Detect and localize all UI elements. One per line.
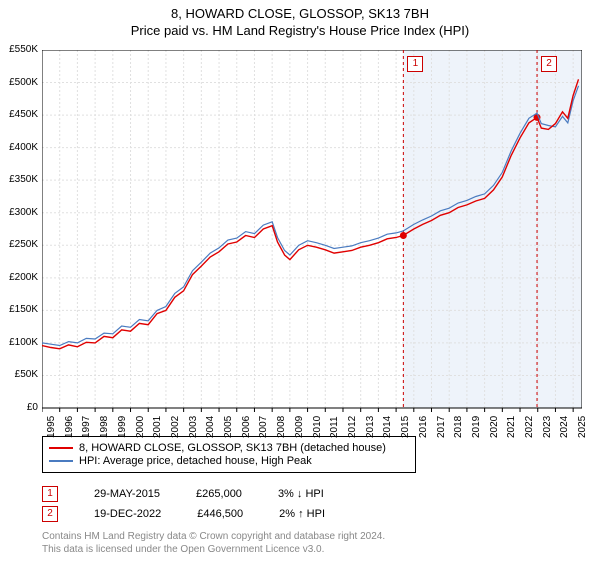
x-axis-label: 2000 [135,416,146,438]
chart-area [42,50,582,408]
x-axis-label: 1995 [46,416,57,438]
x-axis-label: 2022 [524,416,535,438]
y-axis-label: £50K [0,369,38,380]
x-axis-label: 2017 [436,416,447,438]
event-marker-2: 2 [42,506,58,522]
x-axis-label: 2025 [577,416,588,438]
x-axis-label: 2014 [382,416,393,438]
x-axis-label: 2016 [418,416,429,438]
chart-svg [42,50,582,432]
footer-line: This data is licensed under the Open Gov… [42,543,385,556]
sales-table: 1 29-MAY-2015 £265,000 3% ↓ HPI 2 19-DEC… [42,482,325,526]
x-axis-label: 2011 [329,416,340,438]
legend: 8, HOWARD CLOSE, GLOSSOP, SK13 7BH (deta… [42,436,416,473]
chart-container: 8, HOWARD CLOSE, GLOSSOP, SK13 7BH Price… [0,6,600,566]
y-axis-label: £300K [0,207,38,218]
y-axis-label: £150K [0,304,38,315]
y-axis-label: £400K [0,142,38,153]
x-axis-label: 1999 [117,416,128,438]
x-axis-label: 2008 [276,416,287,438]
y-axis-label: £200K [0,272,38,283]
x-axis-label: 2020 [489,416,500,438]
legend-swatch-red [49,447,73,449]
x-axis-label: 2004 [205,416,216,438]
footer: Contains HM Land Registry data © Crown c… [42,530,385,556]
y-axis-label: £450K [0,109,38,120]
x-axis-label: 1996 [64,416,75,438]
event-marker-1: 1 [42,486,58,502]
x-axis-label: 2024 [559,416,570,438]
sales-row: 2 19-DEC-2022 £446,500 2% ↑ HPI [42,506,325,522]
y-axis-label: £250K [0,239,38,250]
event-price: £446,500 [197,508,243,520]
event-delta: 2% ↑ HPI [279,508,325,520]
event-marker-box: 1 [407,56,423,72]
x-axis-label: 2010 [312,416,323,438]
legend-row: 8, HOWARD CLOSE, GLOSSOP, SK13 7BH (deta… [49,442,409,454]
x-axis-label: 1997 [81,416,92,438]
event-marker-box: 2 [541,56,557,72]
x-axis-label: 2012 [347,416,358,438]
event-date: 29-MAY-2015 [94,488,160,500]
y-axis-label: £100K [0,337,38,348]
footer-line: Contains HM Land Registry data © Crown c… [42,530,385,543]
y-axis-label: £350K [0,174,38,185]
x-axis-label: 1998 [99,416,110,438]
y-axis-label: £550K [0,44,38,55]
event-date: 19-DEC-2022 [94,508,161,520]
event-price: £265,000 [196,488,242,500]
x-axis-label: 2003 [188,416,199,438]
x-axis-label: 2019 [471,416,482,438]
x-axis-label: 2001 [152,416,163,438]
x-axis-label: 2018 [453,416,464,438]
x-axis-label: 2009 [294,416,305,438]
x-axis-label: 2002 [170,416,181,438]
y-axis-label: £0 [0,402,38,413]
chart-subtitle: Price paid vs. HM Land Registry's House … [0,23,600,38]
x-axis-label: 2021 [506,416,517,438]
legend-label: HPI: Average price, detached house, High… [79,455,312,467]
event-delta: 3% ↓ HPI [278,488,324,500]
x-axis-label: 2023 [542,416,553,438]
x-axis-label: 2013 [365,416,376,438]
x-axis-label: 2005 [223,416,234,438]
x-axis-label: 2007 [258,416,269,438]
legend-label: 8, HOWARD CLOSE, GLOSSOP, SK13 7BH (deta… [79,442,386,454]
legend-row: HPI: Average price, detached house, High… [49,455,409,467]
x-axis-label: 2006 [241,416,252,438]
sales-row: 1 29-MAY-2015 £265,000 3% ↓ HPI [42,486,325,502]
x-axis-label: 2015 [400,416,411,438]
y-axis-label: £500K [0,77,38,88]
legend-swatch-blue [49,460,73,462]
chart-title: 8, HOWARD CLOSE, GLOSSOP, SK13 7BH [0,6,600,21]
